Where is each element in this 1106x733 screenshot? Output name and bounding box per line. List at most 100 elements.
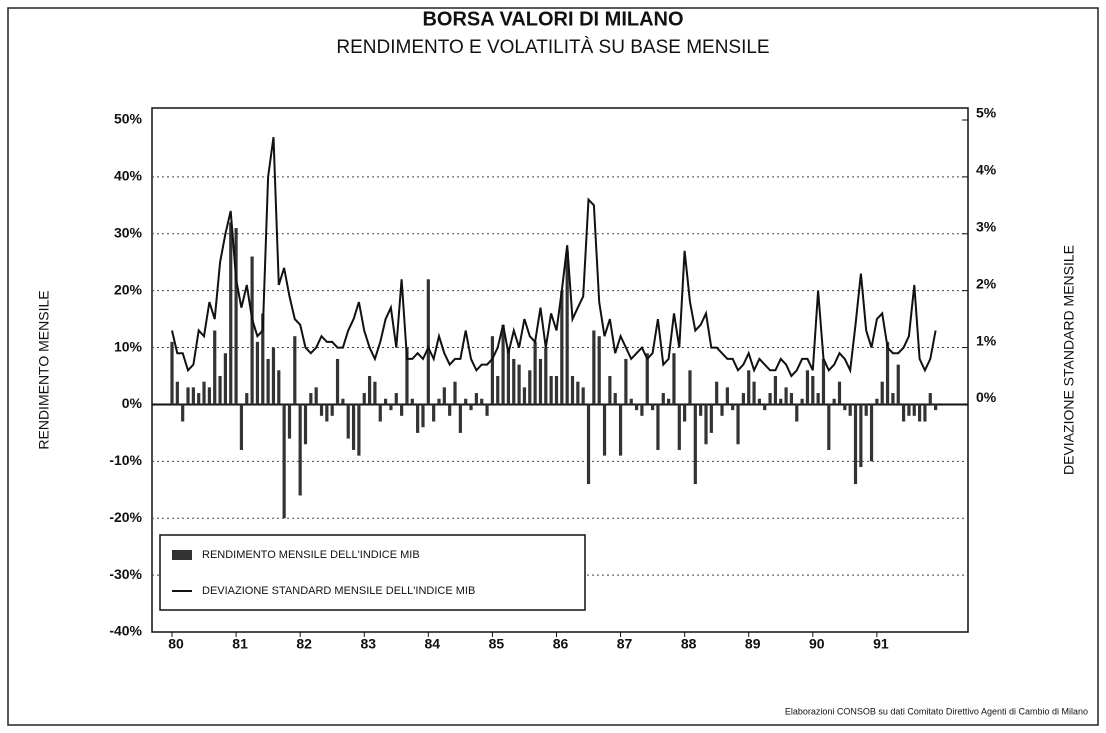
bar xyxy=(255,341,260,405)
bar xyxy=(795,404,799,422)
bar xyxy=(485,404,489,416)
bar xyxy=(373,381,377,405)
bar xyxy=(880,381,884,405)
bar xyxy=(645,353,649,405)
bar xyxy=(576,381,580,405)
bar xyxy=(325,404,329,422)
bar xyxy=(618,404,623,456)
bar xyxy=(261,313,265,405)
bar xyxy=(245,393,249,405)
bar xyxy=(341,398,345,405)
bar xyxy=(875,398,879,405)
y2-tick-label: 3% xyxy=(976,218,997,234)
bar xyxy=(800,398,804,405)
bar xyxy=(277,370,281,405)
bar xyxy=(517,364,521,405)
bar xyxy=(896,364,900,405)
bar xyxy=(207,387,211,405)
bar xyxy=(218,376,222,405)
bar xyxy=(416,404,420,433)
bar xyxy=(367,376,372,405)
bar xyxy=(661,393,665,405)
bar xyxy=(570,376,575,405)
y-tick-label: 20% xyxy=(114,281,143,297)
bar xyxy=(544,347,548,405)
bar xyxy=(229,222,233,405)
x-tick-label: 84 xyxy=(425,636,441,652)
bar xyxy=(821,358,826,405)
line xyxy=(171,136,937,378)
y-tick-label: 50% xyxy=(114,111,143,127)
bar xyxy=(351,404,356,450)
bar xyxy=(421,404,425,428)
bar xyxy=(634,404,639,411)
bar xyxy=(581,387,585,405)
bar xyxy=(234,228,238,405)
bar xyxy=(335,358,340,405)
bar xyxy=(293,336,297,405)
bar xyxy=(490,336,494,405)
bar xyxy=(629,398,633,405)
bar xyxy=(346,404,350,439)
bar xyxy=(506,347,511,405)
bar xyxy=(250,256,254,405)
bar xyxy=(827,404,831,450)
bar xyxy=(789,393,794,405)
x-tick-label: 85 xyxy=(489,636,505,652)
y2-axis-label: DEVIAZIONE STANDARD MENSILE xyxy=(1061,245,1077,475)
bar xyxy=(432,404,436,422)
bar xyxy=(747,370,751,405)
frame xyxy=(7,7,1099,726)
bar xyxy=(453,381,457,405)
legend-box xyxy=(159,534,586,611)
x-tick-label: 90 xyxy=(809,636,825,652)
bar xyxy=(907,404,911,416)
bar xyxy=(223,353,227,405)
bar xyxy=(656,404,660,450)
bar xyxy=(522,387,527,405)
bar xyxy=(448,404,452,416)
legend-label: RENDIMENTO MENSILE DELL'INDICE MIB xyxy=(202,549,420,561)
bar xyxy=(704,404,708,445)
bar xyxy=(213,330,217,405)
bar xyxy=(912,404,916,416)
bar xyxy=(693,404,697,485)
bar xyxy=(757,398,761,405)
bar xyxy=(357,404,361,456)
bar xyxy=(384,398,388,405)
bar xyxy=(672,353,676,405)
bar xyxy=(731,404,735,411)
x-tick-label: 82 xyxy=(296,636,312,652)
bar xyxy=(175,381,179,405)
bar xyxy=(202,381,206,405)
bar xyxy=(410,398,414,405)
bar xyxy=(314,387,318,405)
bar xyxy=(923,404,927,422)
bar xyxy=(464,398,468,405)
bar xyxy=(741,393,745,405)
bar xyxy=(287,404,292,439)
bar xyxy=(592,330,596,405)
bar xyxy=(901,404,906,422)
bar xyxy=(843,404,847,411)
bar xyxy=(784,387,788,405)
bar xyxy=(186,387,190,405)
bar xyxy=(362,393,366,405)
bar xyxy=(271,347,276,405)
bar xyxy=(319,404,324,416)
bar xyxy=(624,358,628,405)
bar xyxy=(389,404,393,411)
bar xyxy=(934,404,938,411)
bar xyxy=(763,404,767,411)
bar xyxy=(586,404,591,485)
bar xyxy=(239,404,244,450)
bar xyxy=(181,404,185,422)
bar xyxy=(677,404,681,450)
bar xyxy=(837,381,842,405)
bar xyxy=(602,404,607,456)
y2-tick-label: 4% xyxy=(976,162,997,178)
chart-subtitle: RENDIMENTO E VOLATILITÀ SU BASE MENSILE xyxy=(336,37,769,58)
bar xyxy=(549,376,553,405)
bar xyxy=(869,404,874,462)
bar xyxy=(752,381,756,405)
